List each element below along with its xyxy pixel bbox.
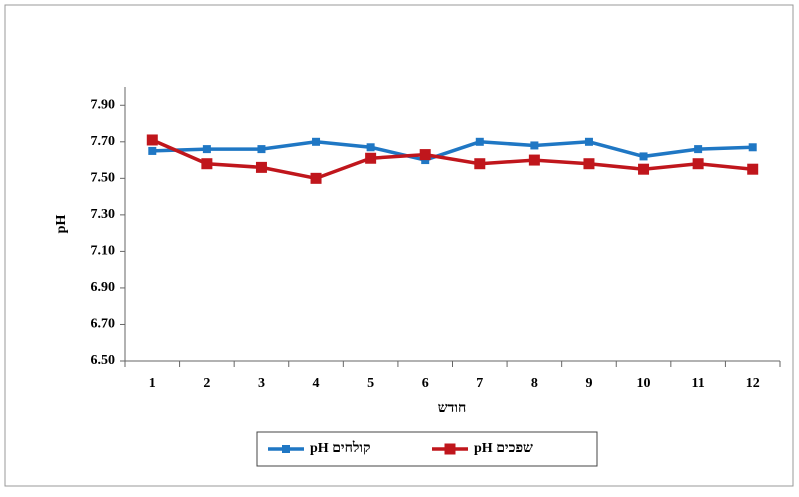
series-marker xyxy=(638,163,650,175)
x-tick-label: 10 xyxy=(637,376,651,391)
y-tick-label: 7.90 xyxy=(91,97,116,112)
chart-border xyxy=(4,4,794,487)
series-marker xyxy=(202,145,211,154)
series-marker xyxy=(365,152,377,164)
x-tick-label: 3 xyxy=(258,376,265,391)
x-tick-label: 2 xyxy=(203,376,210,391)
series-marker xyxy=(310,172,322,184)
series-marker xyxy=(528,154,540,166)
series-marker xyxy=(474,158,486,170)
x-axis-title: חודש xyxy=(438,401,467,416)
y-tick-label: 6.50 xyxy=(91,353,116,368)
series-marker xyxy=(748,143,757,152)
series-marker xyxy=(366,143,375,152)
x-tick-label: 8 xyxy=(531,376,538,391)
y-tick-label: 7.50 xyxy=(91,171,116,186)
series-marker xyxy=(312,137,321,146)
series-marker xyxy=(419,149,431,161)
y-tick-label: 7.30 xyxy=(91,207,116,222)
series-marker xyxy=(639,152,648,161)
series-marker xyxy=(148,146,157,155)
x-tick-label: 12 xyxy=(746,376,760,391)
x-tick-label: 11 xyxy=(692,376,705,391)
series-marker xyxy=(475,137,484,146)
series-line xyxy=(151,138,753,181)
series-marker xyxy=(201,158,213,170)
y-tick-label: 6.90 xyxy=(91,280,116,295)
series-marker xyxy=(530,141,539,150)
legend-label: קולחים pH xyxy=(310,440,371,456)
x-tick-label: 1 xyxy=(149,376,156,391)
series-line xyxy=(152,140,753,162)
series-marker xyxy=(584,137,593,146)
x-tick-label: 9 xyxy=(585,376,592,391)
series-marker xyxy=(257,145,266,154)
x-tick-label: 5 xyxy=(367,376,374,391)
series-marker xyxy=(692,158,704,170)
y-tick-label: 7.70 xyxy=(91,134,116,149)
x-tick-label: 6 xyxy=(422,376,429,391)
y-tick-label: 7.10 xyxy=(91,244,116,259)
y-tick-label: 6.70 xyxy=(91,317,116,332)
legend-box xyxy=(256,431,598,467)
series-marker xyxy=(694,145,703,154)
x-tick-label: 7 xyxy=(476,376,483,391)
x-tick-label: 4 xyxy=(313,376,320,391)
legend-label: שפכים pH xyxy=(474,441,533,456)
legend-marker xyxy=(282,445,290,453)
y-axis-title: pH xyxy=(54,215,69,234)
series-marker xyxy=(747,163,759,175)
legend-marker xyxy=(444,443,456,455)
series-marker xyxy=(583,158,595,170)
series-marker xyxy=(146,134,158,146)
series-marker xyxy=(255,161,267,173)
